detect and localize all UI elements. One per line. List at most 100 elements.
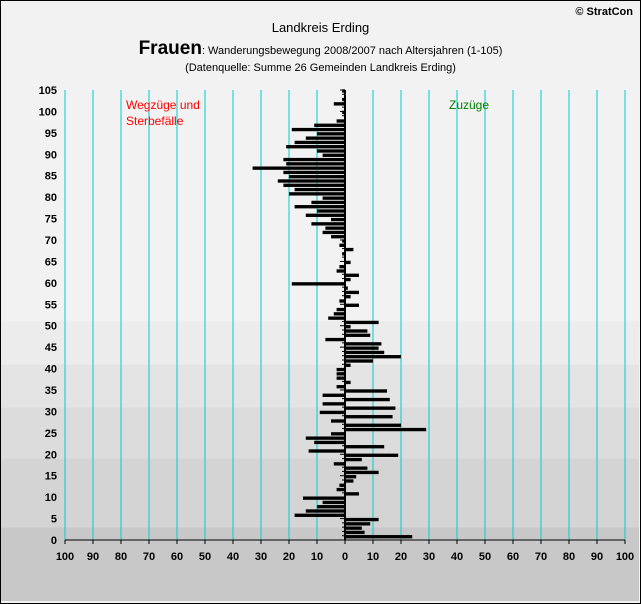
bar-age-97 <box>314 123 345 127</box>
y-tick-label: 40 <box>45 364 57 376</box>
age-band <box>1 274 639 322</box>
bar-age-6 <box>294 513 345 517</box>
vertical-gridlines <box>64 90 626 540</box>
x-tick-label: 70 <box>535 551 547 563</box>
bar-age-8 <box>317 505 345 509</box>
bar-age-1 <box>345 535 413 539</box>
y-tick-label: 85 <box>45 171 57 183</box>
y-tick-label: 90 <box>45 149 57 161</box>
bar-age-3 <box>345 526 362 530</box>
bar-age-17 <box>345 466 368 470</box>
bar-age-78 <box>294 205 345 209</box>
y-tick-label: 60 <box>45 278 57 290</box>
bar-age-65 <box>345 260 351 265</box>
bar-age-57 <box>345 295 351 299</box>
x-tick-label: 60 <box>507 551 519 563</box>
bar-age-45 <box>345 346 379 350</box>
y-tick-label: 45 <box>45 342 57 354</box>
bar-age-27 <box>345 423 401 427</box>
bar-age-58 <box>345 290 359 295</box>
x-tick-label: 90 <box>591 551 603 563</box>
bar-age-20 <box>345 453 399 457</box>
copyright-label: © StratCon <box>575 6 633 18</box>
y-tick-label: 20 <box>45 449 57 461</box>
bar-age-41 <box>345 363 351 367</box>
bar-age-33 <box>345 397 390 402</box>
x-tick-label: 50 <box>199 551 211 563</box>
annotation-wegzuege-line: Sterbefälle <box>126 114 184 128</box>
bar-age-72 <box>322 230 345 235</box>
bar-age-43 <box>345 355 401 359</box>
bar-age-63 <box>336 269 345 273</box>
bar-age-54 <box>336 307 345 312</box>
bar-age-77 <box>317 209 345 213</box>
chart-title: Landkreis Erding <box>271 20 370 35</box>
bar-age-59 <box>345 286 348 290</box>
migration-bars <box>252 89 427 539</box>
bar-age-14 <box>345 479 354 483</box>
bar-age-91 <box>317 149 345 153</box>
y-tick-label: 105 <box>39 85 57 97</box>
bar-age-26 <box>345 427 427 432</box>
bar-age-85 <box>289 175 345 179</box>
bar-age-84 <box>277 179 345 183</box>
bar-age-22 <box>345 445 385 449</box>
tick-labels: 0 5 10 15 20 25 30 35 40 45 50 55 60 65 70 75 80 85 90 95 10… <box>39 85 635 563</box>
y-tick-label: 70 <box>45 235 57 247</box>
y-tick-label: 35 <box>45 385 57 397</box>
bar-age-10 <box>303 496 345 500</box>
bar-age-44 <box>345 350 385 355</box>
bar-age-13 <box>339 483 345 487</box>
bar-age-52 <box>328 316 345 320</box>
annotations: Wegzüge und Sterbefälle Zuzüge <box>126 98 489 128</box>
bar-age-40 <box>336 367 345 372</box>
bar-age-51 <box>345 320 379 325</box>
bar-age-30 <box>319 410 345 415</box>
bar-age-67 <box>342 252 345 256</box>
bar-age-93 <box>294 140 345 145</box>
bar-age-60 <box>291 282 345 286</box>
x-tick-label: 30 <box>255 551 267 563</box>
x-tick-label: 70 <box>143 551 155 563</box>
bar-age-92 <box>286 145 345 149</box>
y-tick-label: 25 <box>45 428 57 440</box>
bar-age-75 <box>331 217 345 222</box>
bar-age-31 <box>345 406 396 410</box>
bar-age-71 <box>331 235 345 239</box>
bar-age-96 <box>291 127 345 132</box>
subtitle-frauen: Frauen <box>138 38 202 59</box>
bar-age-29 <box>345 415 393 419</box>
bar-age-56 <box>339 299 345 303</box>
bar-age-55 <box>345 303 359 307</box>
bar-age-47 <box>325 337 345 342</box>
y-tick-label: 15 <box>45 471 57 483</box>
bar-age-42 <box>345 359 373 363</box>
x-tick-label: 80 <box>563 551 575 563</box>
y-tick-label: 75 <box>45 214 57 226</box>
bar-age-103 <box>342 97 345 102</box>
bar-age-23 <box>314 440 345 445</box>
x-tick-label: 80 <box>115 551 127 563</box>
bar-age-105 <box>342 89 345 93</box>
bar-age-21 <box>308 449 345 453</box>
bar-age-100 <box>342 110 345 115</box>
y-tick-label: 0 <box>51 535 57 547</box>
x-tick-label: 90 <box>87 551 99 563</box>
bar-age-18 <box>333 462 345 466</box>
bar-age-39 <box>336 372 345 376</box>
x-tick-label: 10 <box>311 551 323 563</box>
x-tick-label: 50 <box>479 551 491 563</box>
age-band-backgrounds <box>1 150 639 601</box>
bar-age-37 <box>345 380 351 385</box>
bar-age-53 <box>333 312 345 316</box>
y-tick-label: 80 <box>45 192 57 204</box>
x-tick-label: 100 <box>616 551 634 563</box>
bar-age-68 <box>345 247 354 252</box>
age-band <box>1 527 639 601</box>
bar-age-32 <box>322 402 345 406</box>
x-tick-label: 60 <box>171 551 183 563</box>
bar-age-73 <box>325 226 345 230</box>
bar-age-83 <box>283 183 345 187</box>
bar-age-46 <box>345 342 382 346</box>
